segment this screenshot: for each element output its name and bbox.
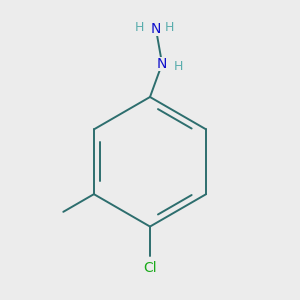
Text: H: H	[164, 21, 174, 34]
Text: H: H	[174, 60, 183, 73]
Text: H: H	[135, 21, 144, 34]
Text: Cl: Cl	[143, 261, 157, 275]
Text: N: N	[157, 57, 167, 71]
Text: N: N	[151, 22, 161, 36]
